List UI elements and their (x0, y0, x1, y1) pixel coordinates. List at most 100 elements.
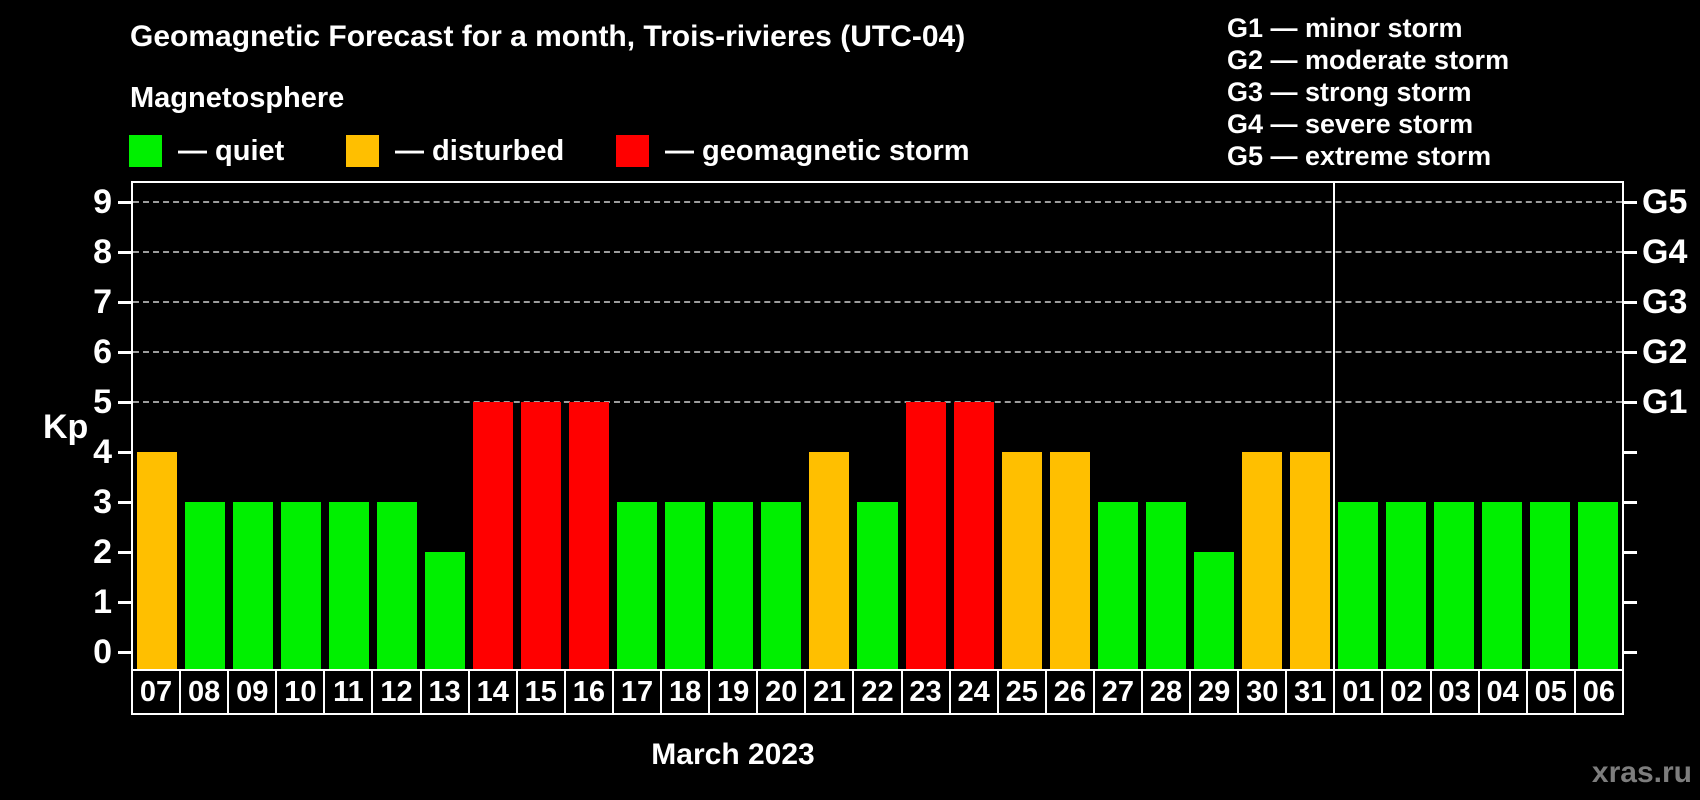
g-scale-label-G4: G4 (1642, 233, 1688, 271)
day-label-24: 24 (948, 669, 999, 715)
kp-bar-day-16 (569, 402, 610, 669)
right-tick-kp7 (1624, 301, 1637, 304)
y-tick-label-1: 1 (93, 583, 112, 621)
y-tick-label-0: 0 (93, 633, 112, 671)
y-tick-label-3: 3 (93, 483, 112, 521)
kp-bar-day-20 (761, 502, 802, 669)
day-label-30: 30 (1237, 669, 1288, 715)
g-scale-label-G5: G5 (1642, 183, 1688, 221)
legend-item-storm: — geomagnetic storm (616, 135, 970, 167)
plot-area (131, 181, 1624, 669)
g-scale-label-G3: G3 (1642, 283, 1688, 321)
month-separator-line (1332, 183, 1335, 669)
kp-bar-day-31 (1289, 452, 1330, 669)
day-label-11: 11 (323, 669, 374, 715)
left-tick-kp5 (118, 401, 131, 404)
g2-legend-entry: G2 — moderate storm (1227, 45, 1510, 75)
day-label-03: 03 (1429, 669, 1480, 715)
kp-bar-day-17 (617, 502, 658, 669)
right-tick-kp6 (1624, 351, 1637, 354)
day-label-27: 27 (1092, 669, 1143, 715)
kp-bar-day-01 (1337, 502, 1378, 669)
day-label-09: 09 (227, 669, 278, 715)
gridline-kp5 (133, 401, 1622, 403)
page-title: Geomagnetic Forecast for a month, Trois-… (130, 20, 966, 53)
kp-bar-day-14 (473, 402, 514, 669)
magnetosphere-label: Magnetosphere (130, 82, 345, 114)
left-tick-kp7 (118, 301, 131, 304)
y-tick-label-9: 9 (93, 183, 112, 221)
kp-bar-day-21 (809, 452, 850, 669)
y-tick-label-2: 2 (93, 533, 112, 571)
disturbed-color-swatch (346, 135, 379, 167)
day-label-22: 22 (852, 669, 903, 715)
gridline-kp8 (133, 251, 1622, 253)
kp-bar-day-12 (377, 502, 418, 669)
day-label-06: 06 (1573, 669, 1624, 715)
kp-bar-day-24 (953, 402, 994, 669)
left-tick-kp0 (118, 651, 131, 654)
watermark: xras.ru (1591, 756, 1692, 789)
kp-bar-day-15 (521, 402, 562, 669)
day-label-07: 07 (131, 669, 182, 715)
left-tick-kp9 (118, 201, 131, 204)
day-label-16: 16 (563, 669, 614, 715)
day-label-19: 19 (708, 669, 759, 715)
kp-bar-day-27 (1097, 502, 1138, 669)
x-axis-title: March 2023 (651, 738, 815, 771)
day-label-21: 21 (804, 669, 855, 715)
y-axis-title: Kp (43, 408, 89, 446)
day-label-23: 23 (900, 669, 951, 715)
left-tick-kp3 (118, 501, 131, 504)
y-tick-label-7: 7 (93, 283, 112, 321)
x-axis-day-labels: 07 08 09 10 11 12 13 14 15 16 17 18 19 20 21 22 23 24 25 26… (131, 669, 1624, 715)
y-tick-label-8: 8 (93, 233, 112, 271)
day-label-08: 08 (179, 669, 230, 715)
kp-bar-day-26 (1049, 452, 1090, 669)
kp-bar-day-05 (1529, 502, 1570, 669)
kp-bar-day-18 (665, 502, 706, 669)
y-tick-label-6: 6 (93, 333, 112, 371)
day-label-15: 15 (515, 669, 566, 715)
day-label-25: 25 (996, 669, 1047, 715)
right-tick-kp5 (1624, 401, 1637, 404)
day-label-18: 18 (660, 669, 711, 715)
g1-legend-entry: G1 — minor storm (1227, 13, 1463, 43)
day-label-13: 13 (419, 669, 470, 715)
day-label-29: 29 (1189, 669, 1240, 715)
left-tick-kp2 (118, 551, 131, 554)
right-tick-kp1 (1624, 601, 1637, 604)
left-tick-kp1 (118, 601, 131, 604)
right-tick-kp3 (1624, 501, 1637, 504)
day-label-26: 26 (1044, 669, 1095, 715)
kp-bar-day-28 (1145, 502, 1186, 669)
right-tick-kp8 (1624, 251, 1637, 254)
right-tick-kp9 (1624, 201, 1637, 204)
day-label-12: 12 (371, 669, 422, 715)
kp-bar-day-23 (905, 402, 946, 669)
storm-color-swatch (616, 135, 649, 167)
g-scale-label-G1: G1 (1642, 383, 1688, 421)
legend-item-quiet: — quiet (129, 135, 284, 167)
kp-bar-day-25 (1001, 452, 1042, 669)
day-label-28: 28 (1140, 669, 1192, 715)
right-tick-kp2 (1624, 551, 1637, 554)
gridline-kp9 (133, 201, 1622, 203)
kp-bar-day-08 (185, 502, 226, 669)
kp-bar-day-07 (137, 452, 178, 669)
day-label-05: 05 (1525, 669, 1576, 715)
kp-bar-day-10 (281, 502, 322, 669)
kp-bar-day-04 (1481, 502, 1522, 669)
day-label-14: 14 (467, 669, 518, 715)
right-tick-kp0 (1624, 651, 1637, 654)
g5-legend-entry: G5 — extreme storm (1227, 141, 1492, 171)
legend-label-quiet: — quiet (178, 134, 285, 167)
day-label-31: 31 (1285, 669, 1336, 715)
right-tick-kp4 (1624, 451, 1637, 454)
g-scale-label-G2: G2 (1642, 333, 1688, 371)
kp-bar-day-02 (1385, 502, 1426, 669)
left-tick-kp4 (118, 451, 131, 454)
g3-legend-entry: G3 — strong storm (1227, 77, 1472, 107)
kp-bar-day-19 (713, 502, 754, 669)
